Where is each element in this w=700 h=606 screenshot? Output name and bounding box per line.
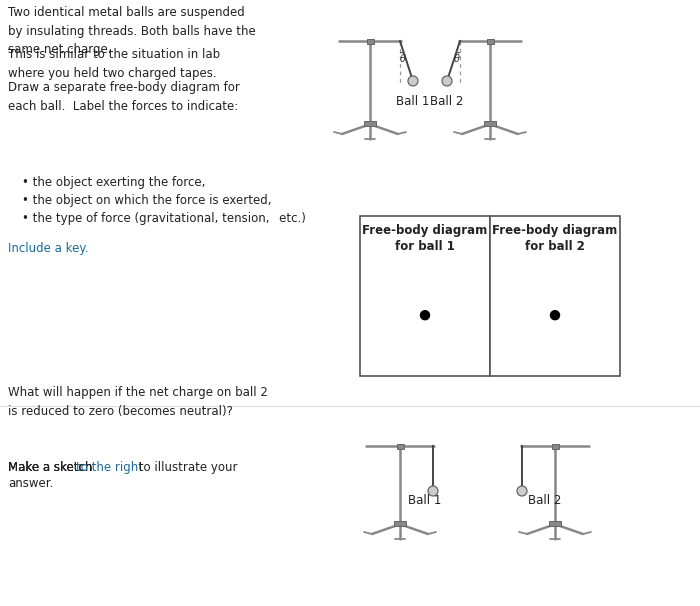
Bar (549, 521, 561, 526)
Text: Ball 2: Ball 2 (528, 494, 561, 507)
Bar (367, 39, 374, 44)
Text: • the object exerting the force,: • the object exerting the force, (22, 176, 205, 189)
Circle shape (428, 486, 438, 496)
Bar (364, 121, 376, 126)
Text: Free-body diagram
for ball 1: Free-body diagram for ball 1 (363, 224, 488, 253)
Text: Draw a separate free-body diagram for
each ball.  Label the forces to indicate:: Draw a separate free-body diagram for ea… (8, 81, 240, 113)
Bar (552, 444, 559, 448)
Text: Ball 1: Ball 1 (396, 95, 430, 108)
Text: • the type of force (gravitational, tension,  etc.): • the type of force (gravitational, tens… (22, 212, 306, 225)
Bar (484, 121, 496, 126)
Text: Make a sketch: Make a sketch (8, 461, 96, 474)
Circle shape (408, 76, 418, 86)
Text: to the right: to the right (76, 461, 143, 474)
Text: Make a sketch: Make a sketch (8, 461, 96, 474)
Text: Ball 2: Ball 2 (430, 95, 463, 108)
Text: • the object on which the force is exerted,: • the object on which the force is exert… (22, 194, 272, 207)
Text: Two identical metal balls are suspended
by insulating threads. Both balls have t: Two identical metal balls are suspended … (8, 6, 255, 56)
Text: This is similar to the situation in lab
where you held two charged tapes.: This is similar to the situation in lab … (8, 48, 220, 79)
Text: What will happen if the net charge on ball 2
is reduced to zero (becomes neutral: What will happen if the net charge on ba… (8, 386, 268, 418)
Bar (396, 444, 403, 448)
Text: Free-body diagram
for ball 2: Free-body diagram for ball 2 (492, 224, 617, 253)
Text: Include a key.: Include a key. (8, 242, 88, 255)
Text: Make a sketch: Make a sketch (8, 461, 96, 474)
Bar (394, 521, 406, 526)
Text: $\theta$: $\theta$ (454, 52, 461, 64)
Text: answer.: answer. (8, 477, 53, 490)
Bar (490, 216, 620, 376)
Text: Ball 1: Ball 1 (408, 494, 442, 507)
Text: to illustrate your: to illustrate your (135, 461, 237, 474)
Circle shape (421, 311, 430, 320)
Bar (360, 216, 490, 376)
Text: $\theta$: $\theta$ (399, 52, 407, 64)
Circle shape (550, 311, 559, 320)
Bar (486, 39, 493, 44)
Circle shape (517, 486, 527, 496)
Circle shape (442, 76, 452, 86)
